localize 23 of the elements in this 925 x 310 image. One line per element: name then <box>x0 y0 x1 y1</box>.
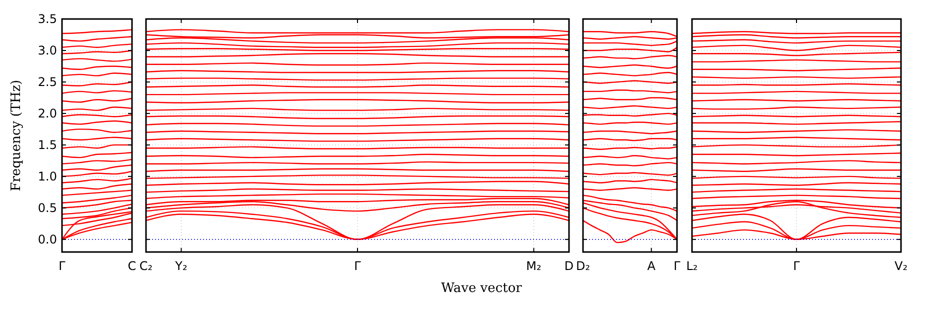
y-tick-label: 0.0 <box>38 232 57 247</box>
x-tick-label: A <box>647 259 656 273</box>
x-tick-label: Γ <box>354 259 362 273</box>
x-tick-label: C₂ <box>139 259 153 273</box>
y-tick-label: 2.0 <box>38 106 57 121</box>
x-tick-label: Γ <box>58 259 66 273</box>
x-tick-label: L₂ <box>686 259 698 273</box>
y-tick-label: 0.5 <box>38 201 57 216</box>
x-tick-label: M₂ <box>526 259 542 273</box>
x-tick-label: Y₂ <box>174 259 188 273</box>
y-tick-label: 1.5 <box>38 138 57 152</box>
y-tick-label: 3.5 <box>38 12 57 26</box>
y-tick-label: 2.5 <box>38 75 57 90</box>
y-tick-label: 1.0 <box>38 170 57 184</box>
x-tick-label: C <box>128 259 136 273</box>
x-axis-title: Wave vector <box>441 281 523 296</box>
x-tick-label: D₂ <box>576 259 590 273</box>
x-tick-label: Γ <box>793 259 800 273</box>
x-tick-label: D <box>564 259 574 273</box>
x-tick-label: Γ <box>674 259 681 273</box>
x-tick-label: V₂ <box>894 259 908 273</box>
y-tick-label: 3.0 <box>38 44 57 58</box>
y-axis-title: Frequency (THz) <box>9 80 24 192</box>
